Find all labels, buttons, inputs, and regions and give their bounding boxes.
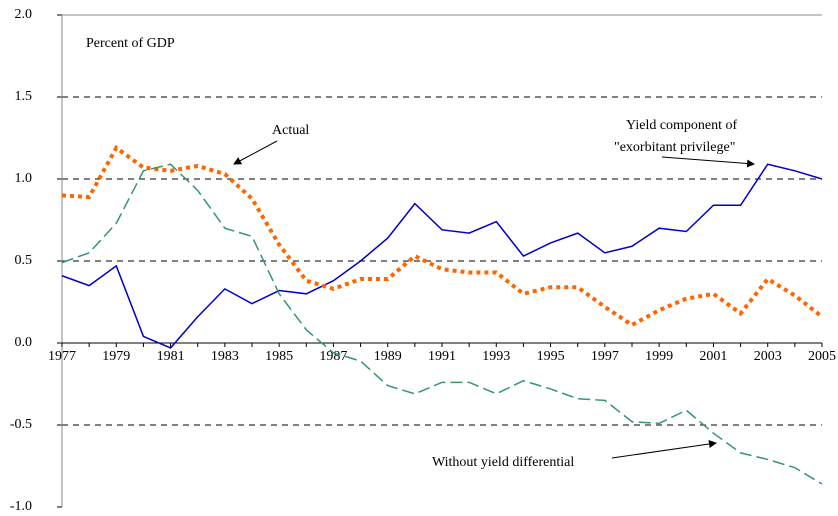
x-tick-label: 1981 <box>157 349 185 364</box>
x-tick-label: 1999 <box>645 349 673 364</box>
annotation: "exorbitant privilege" <box>614 140 735 155</box>
y-tick-label: -0.5 <box>10 417 32 432</box>
x-tick-label: 1977 <box>48 349 76 364</box>
series-line <box>61 163 823 349</box>
annotation: Yield component of <box>626 118 738 133</box>
y-tick-label: 1.0 <box>15 171 33 186</box>
x-tick-label: 1989 <box>374 349 402 364</box>
x-tick-label: 1995 <box>537 349 565 364</box>
y-tick-label: 0.5 <box>15 253 33 268</box>
arrow <box>233 140 278 165</box>
x-tick-label: 2005 <box>808 349 836 364</box>
x-tick-label: 1979 <box>102 349 130 364</box>
x-tick-label: 2003 <box>754 349 782 364</box>
x-tick-label: 1997 <box>591 349 619 364</box>
x-tick-label: 1993 <box>482 349 510 364</box>
y-tick-label: 0.0 <box>15 335 33 350</box>
series-line <box>61 144 824 328</box>
plot-area: -1.0 -0.5 0.0 0.5 1.0 1.5 2.0 1977 1979 1981 1983 1… <box>10 7 836 514</box>
y-tick-label: -1.0 <box>10 499 32 514</box>
y-tick-label: 2.0 <box>15 7 33 22</box>
annotation: Percent of GDP <box>86 36 175 51</box>
x-tick-label: 2001 <box>699 349 727 364</box>
x-tick-label: 1991 <box>428 349 456 364</box>
x-tick-label: 1987 <box>319 349 347 364</box>
x-tick-label: 1985 <box>265 349 293 364</box>
annotation: Without yield differential <box>432 455 574 470</box>
arrow <box>611 440 717 459</box>
x-tick-label: 1983 <box>211 349 239 364</box>
arrow <box>661 156 755 168</box>
annotation: Actual <box>272 123 309 138</box>
series-line <box>61 163 823 485</box>
y-tick-label: 1.5 <box>15 89 33 104</box>
